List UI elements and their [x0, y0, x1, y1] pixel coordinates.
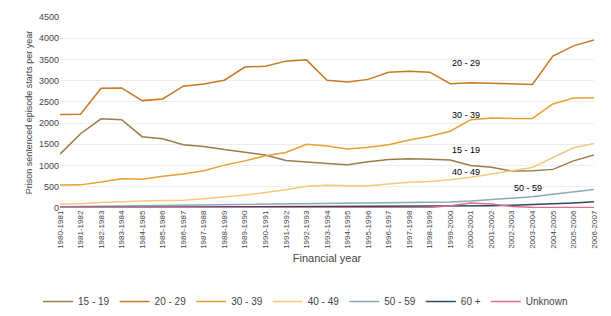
svg-text:50 - 59: 50 - 59	[384, 296, 416, 307]
svg-text:3500: 3500	[39, 55, 59, 65]
svg-text:3000: 3000	[39, 76, 59, 86]
svg-text:20 - 29: 20 - 29	[452, 58, 480, 68]
svg-text:1984-1985: 1984-1985	[138, 210, 147, 249]
svg-text:1980-1981: 1980-1981	[56, 210, 65, 249]
svg-text:20 - 29: 20 - 29	[155, 296, 187, 307]
svg-text:1996-1997: 1996-1997	[384, 210, 393, 249]
svg-text:1990-1991: 1990-1991	[261, 210, 270, 249]
svg-text:Prison sentenced episode start: Prison sentenced episode starts per year	[24, 31, 34, 195]
svg-text:15 - 19: 15 - 19	[78, 296, 110, 307]
svg-text:30 - 39: 30 - 39	[452, 110, 480, 120]
svg-text:1989-1990: 1989-1990	[240, 210, 249, 249]
svg-text:1985-1986: 1985-1986	[158, 210, 167, 249]
svg-text:2003-2004: 2003-2004	[528, 210, 537, 249]
svg-text:1999-2000: 1999-2000	[446, 210, 455, 249]
svg-text:1981-1982: 1981-1982	[76, 210, 85, 249]
svg-text:2001-2002: 2001-2002	[487, 210, 496, 249]
svg-text:1998-1999: 1998-1999	[425, 210, 434, 249]
svg-text:1995-1996: 1995-1996	[364, 210, 373, 249]
svg-text:2005-2006: 2005-2006	[569, 210, 578, 249]
svg-text:40 - 49: 40 - 49	[452, 167, 480, 177]
svg-text:2000-2001: 2000-2001	[466, 210, 475, 249]
svg-text:1982-1983: 1982-1983	[97, 210, 106, 249]
svg-text:2500: 2500	[39, 97, 59, 107]
svg-text:Unknown: Unknown	[526, 296, 568, 307]
svg-text:40 - 49: 40 - 49	[308, 296, 340, 307]
svg-text:2000: 2000	[39, 118, 59, 128]
svg-text:2002-2003: 2002-2003	[507, 210, 516, 249]
svg-text:1000: 1000	[39, 161, 59, 171]
svg-text:4000: 4000	[39, 33, 59, 43]
svg-text:2004-2005: 2004-2005	[549, 210, 558, 249]
svg-text:1987-1988: 1987-1988	[199, 210, 208, 249]
svg-text:1988-1989: 1988-1989	[220, 210, 229, 249]
svg-text:0: 0	[54, 203, 59, 213]
svg-text:Financial year: Financial year	[293, 252, 362, 264]
svg-text:2006-2007: 2006-2007	[590, 210, 599, 249]
svg-text:15 - 19: 15 - 19	[452, 145, 480, 155]
svg-text:4500: 4500	[39, 12, 59, 22]
svg-text:1983-1984: 1983-1984	[117, 210, 126, 249]
svg-text:30 - 39: 30 - 39	[231, 296, 263, 307]
svg-text:1991-1992: 1991-1992	[282, 210, 291, 249]
svg-text:50 - 59: 50 - 59	[514, 183, 542, 193]
svg-text:1997-1998: 1997-1998	[405, 210, 414, 249]
svg-text:500: 500	[44, 182, 59, 192]
svg-text:1993-1994: 1993-1994	[323, 210, 332, 249]
svg-text:1500: 1500	[39, 139, 59, 149]
svg-text:1992-1993: 1992-1993	[302, 210, 311, 249]
svg-text:1994-1995: 1994-1995	[343, 210, 352, 249]
svg-text:60 +: 60 +	[461, 296, 481, 307]
svg-text:1986-1987: 1986-1987	[179, 210, 188, 249]
